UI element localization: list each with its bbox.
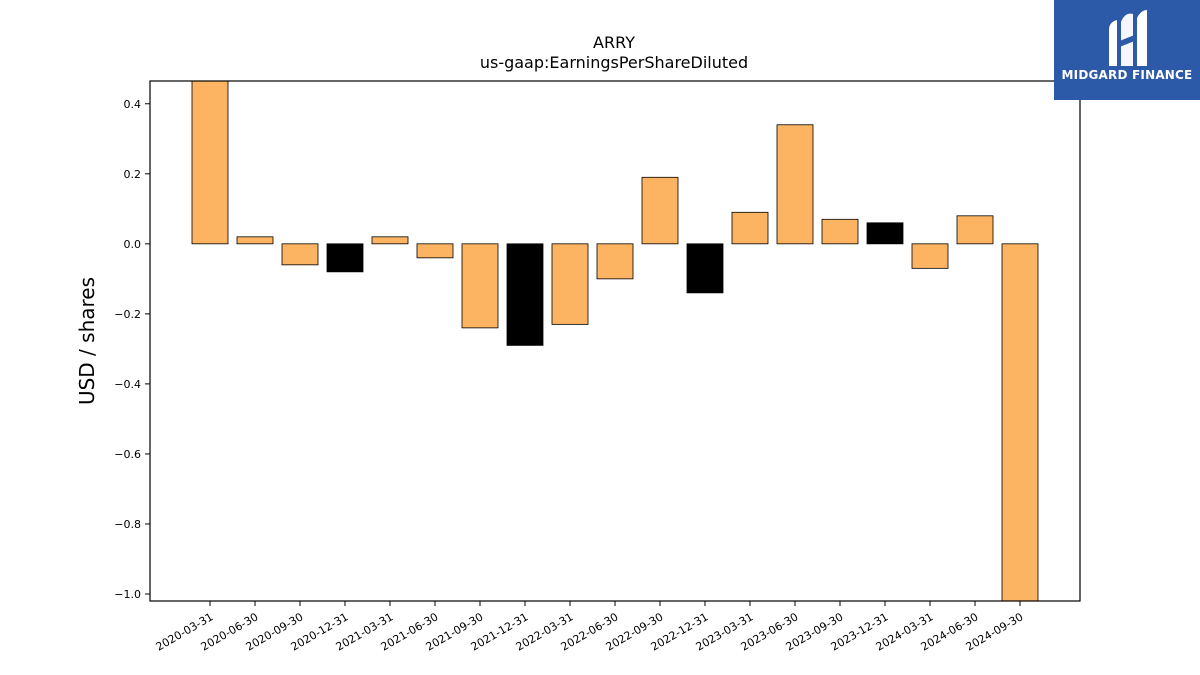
bar-2021-03-31 [371,236,409,245]
y-axis-ticks: 0.4 0.2 0.0 −0.2 −0.4 −0.6 −0.8 −1.0 [114,98,150,601]
y-tick-label: 0.2 [124,168,142,181]
bar-2020-06-30 [236,236,274,245]
bar-2023-09-30 [821,218,859,245]
chart-title: ARRY [593,33,635,52]
bars-group [191,80,1039,602]
y-tick-label: −0.2 [114,308,141,321]
midgard-finance-logo: MIDGARD FINANCE [1054,0,1200,100]
y-tick-label: −0.6 [114,448,141,461]
chart-subtitle: us-gaap:EarningsPerShareDiluted [480,53,748,72]
bar-2024-03-31 [911,243,949,269]
bar-2023-03-31 [731,211,769,245]
plot-frame [149,80,1081,602]
bar-2022-12-31 [686,243,724,294]
bar-2021-09-30 [461,243,499,329]
bar-2024-06-30 [956,215,994,245]
y-tick-label: −0.8 [114,518,141,531]
bar-2022-06-30 [596,243,634,280]
x-axis-ticks: 2020-03-312020-06-302020-09-302020-12-31… [154,601,1026,654]
bar-2023-06-30 [776,124,814,245]
y-tick-label: −1.0 [114,588,141,601]
bar-2024-09-30 [1001,243,1039,602]
y-tick-label: −0.4 [114,378,141,391]
bar-2022-03-31 [551,243,589,325]
bar-2020-03-31 [191,80,229,245]
y-tick-label: 0.4 [124,98,142,111]
bar-2023-12-31 [866,222,904,245]
bar-2021-12-31 [506,243,544,346]
y-axis-label: USD / shares [75,277,99,405]
y-tick-label: 0.0 [124,238,142,251]
bar-2020-09-30 [281,243,319,266]
bar-2021-06-30 [416,243,454,259]
bar-2022-09-30 [641,176,679,245]
bar-2020-12-31 [326,243,364,273]
midgard-logo-icon [1109,10,1147,66]
logo-text: MIDGARD FINANCE [1061,68,1193,82]
